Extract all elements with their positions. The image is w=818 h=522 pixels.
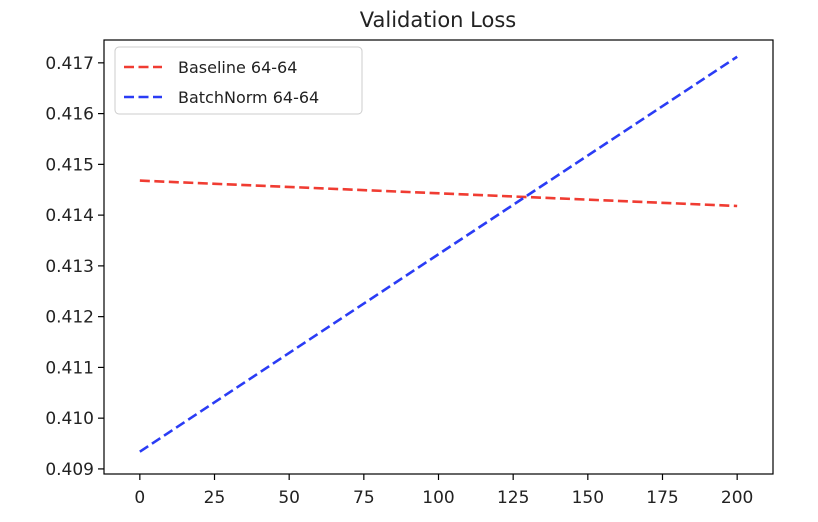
x-tick-label: 175 xyxy=(646,488,678,508)
x-tick-label: 75 xyxy=(353,488,375,508)
y-tick-label: 0.414 xyxy=(45,206,94,226)
x-tick-label: 0 xyxy=(134,488,145,508)
series-layer xyxy=(139,55,738,453)
legend-box xyxy=(114,46,363,115)
x-tick-label: 150 xyxy=(572,488,604,508)
y-tick-label: 0.411 xyxy=(45,358,94,378)
x-tick-label: 125 xyxy=(497,488,529,508)
series-line-1 xyxy=(139,179,738,208)
y-axis: 0.409 0.410 0.411 0.412 0.413 0.414 0.415 0.416… xyxy=(45,54,104,480)
chart-title: Validation Loss xyxy=(360,8,516,32)
y-tick-label: 0.412 xyxy=(45,308,94,328)
y-tick-label: 0.416 xyxy=(45,105,94,125)
y-tick-label: 0.409 xyxy=(45,460,94,480)
y-tick-label: 0.413 xyxy=(45,257,94,277)
x-tick-label: 100 xyxy=(422,488,454,508)
legend: Baseline 64-64 BatchNorm 64-64 xyxy=(114,46,363,115)
y-tick-label: 0.410 xyxy=(45,409,94,429)
legend-label: Baseline 64-64 xyxy=(178,58,297,77)
legend-label: BatchNorm 64-64 xyxy=(178,88,319,107)
y-tick-label: 0.415 xyxy=(45,155,94,175)
x-tick-label: 50 xyxy=(278,488,300,508)
x-axis: 0 25 50 75 100 125 150 175 200 xyxy=(134,474,753,508)
x-tick-label: 25 xyxy=(204,488,226,508)
y-tick-label: 0.417 xyxy=(45,54,94,74)
series-line-2 xyxy=(139,55,738,453)
x-tick-label: 200 xyxy=(721,488,753,508)
